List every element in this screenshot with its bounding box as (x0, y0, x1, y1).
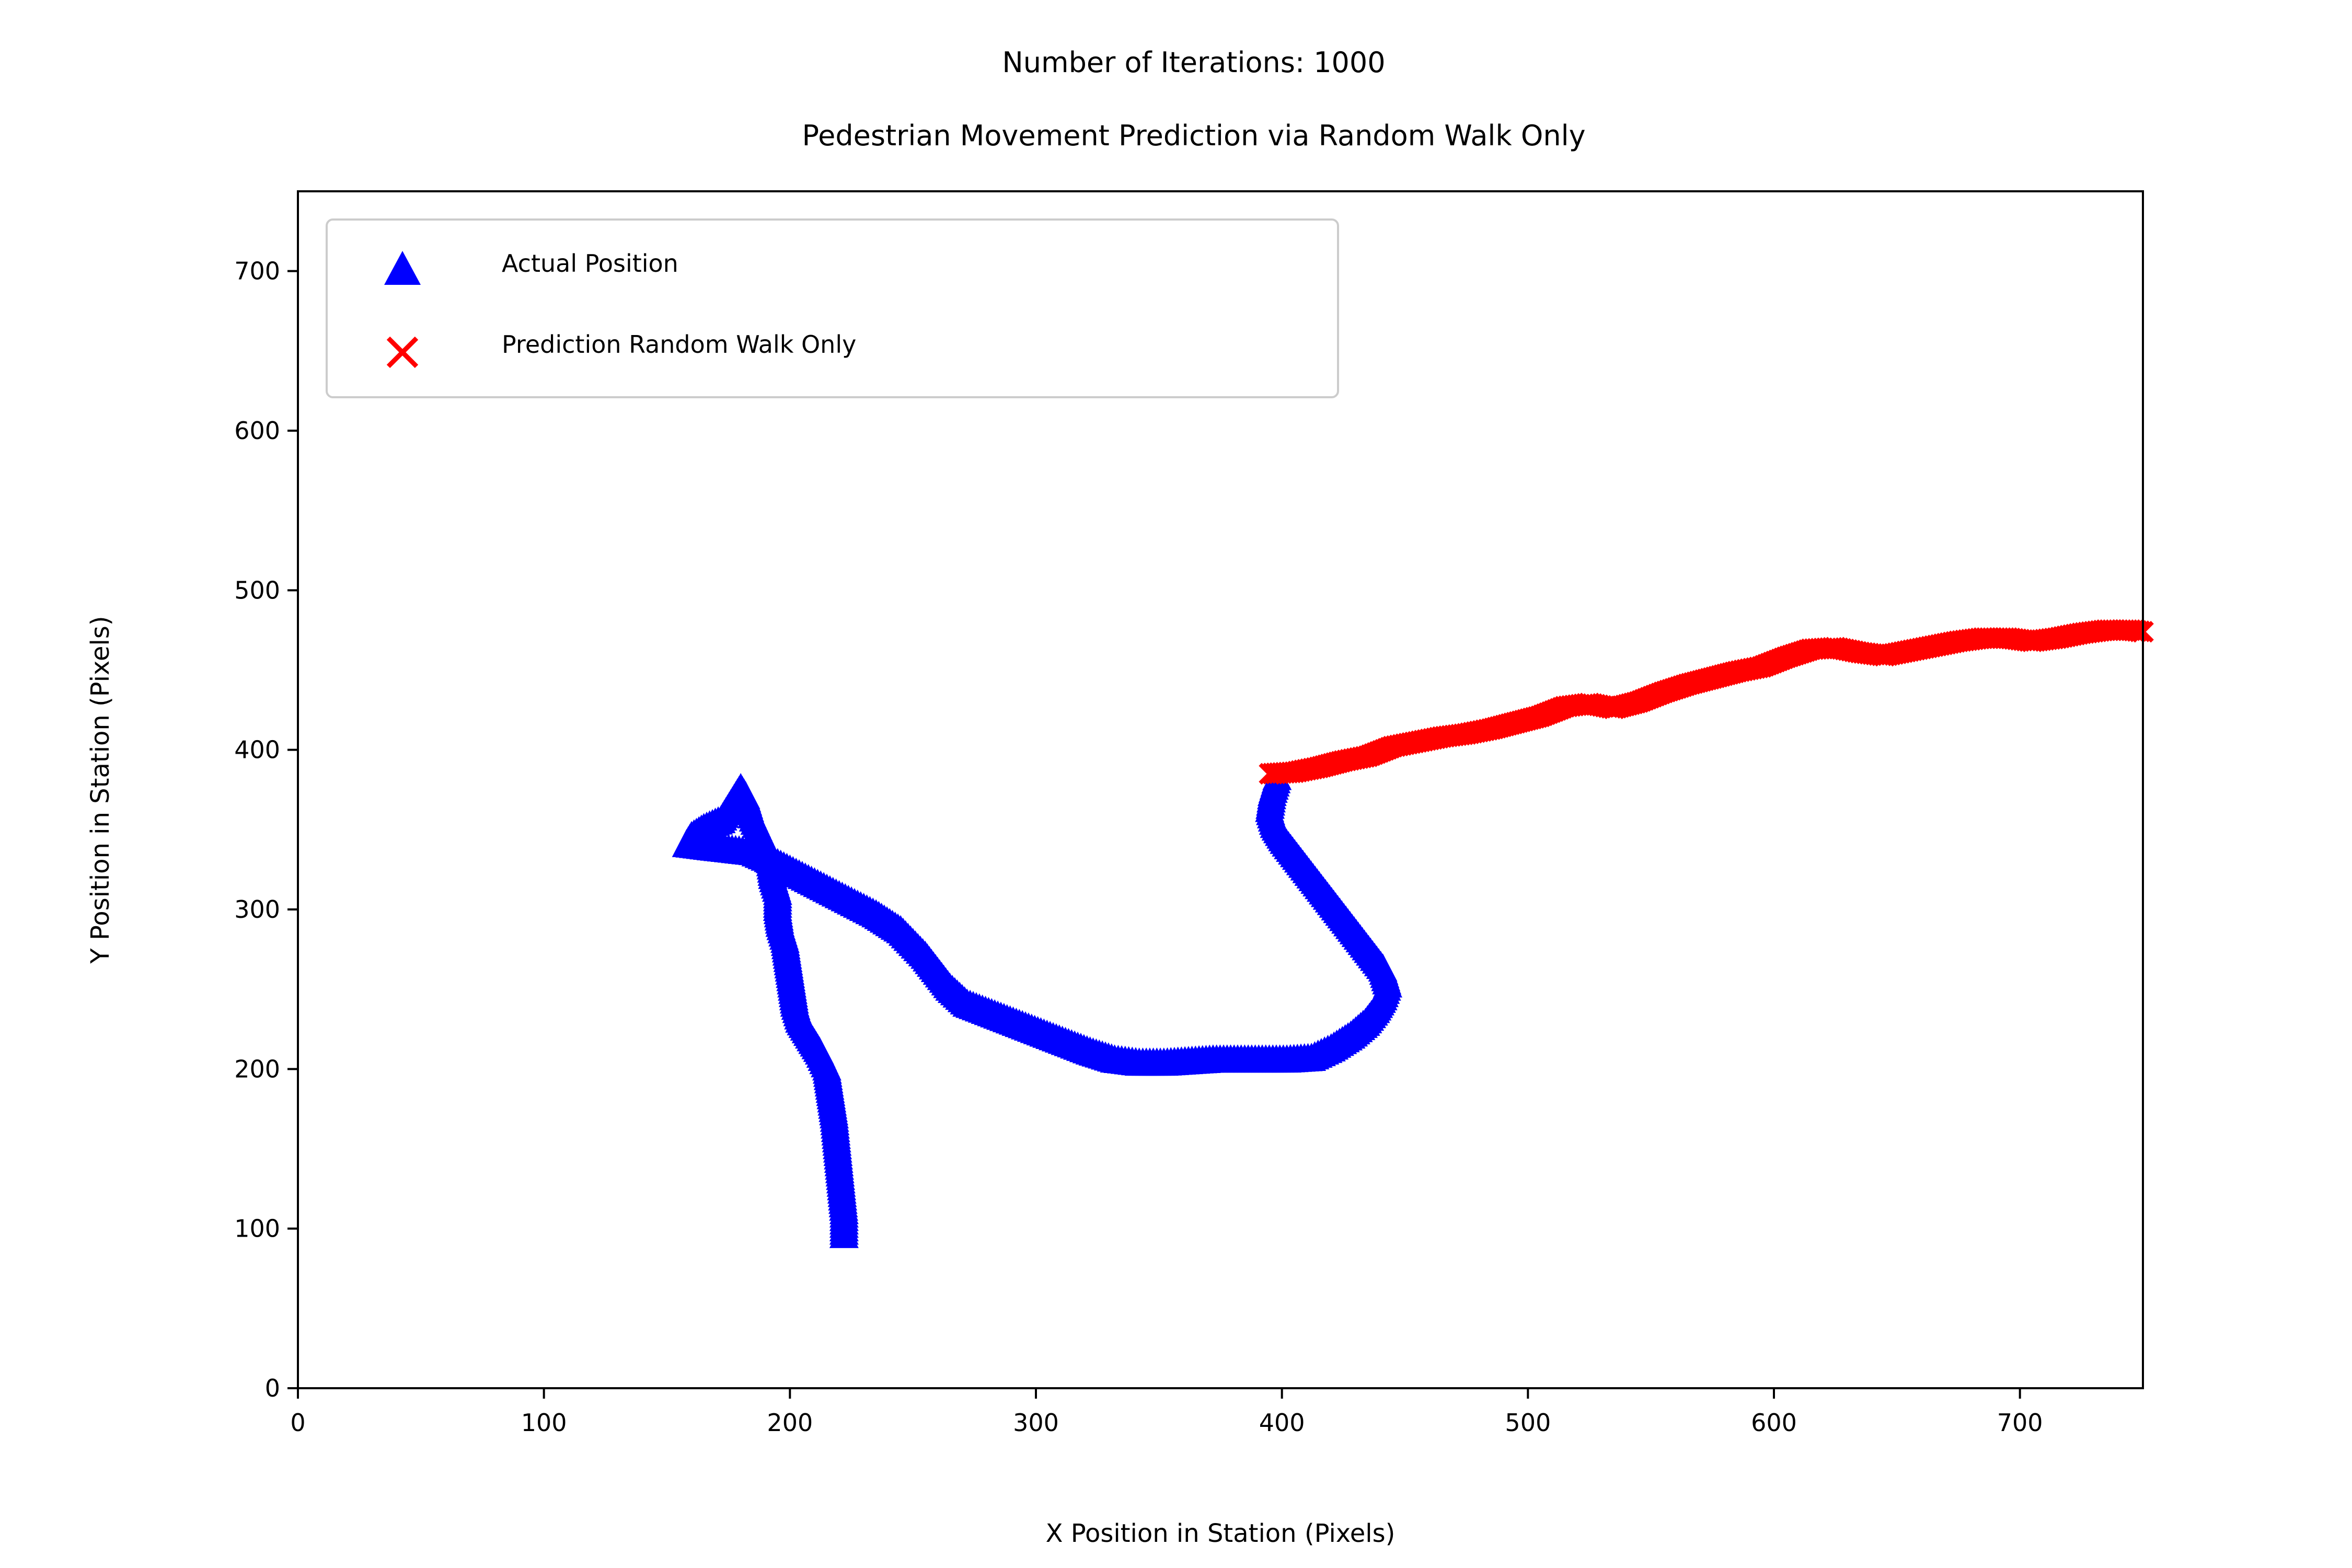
actual-position-series (672, 762, 1403, 1248)
x-tick-label: 600 (1751, 1409, 1797, 1437)
plot-frame (297, 190, 2144, 1389)
x-axis-ticks: 0 100 200 300 400 500 600 700 (290, 1388, 2043, 1437)
x-tick-label: 200 (767, 1409, 813, 1437)
y-axis-ticks: 0 100 200 300 400 500 600 700 (234, 257, 298, 1402)
y-axis-label: Y Position in Station (Pixels) (86, 616, 115, 964)
legend-label-actual: Actual Position (502, 249, 678, 278)
y-tick-label: 500 (234, 576, 280, 604)
chart-title: Number of Iterations: 1000 (1002, 46, 1385, 79)
y-tick-label: 300 (234, 895, 280, 924)
legend-box (326, 218, 1339, 398)
legend-x-icon (386, 336, 419, 368)
legend-triangle-icon (384, 251, 421, 285)
y-tick-label: 200 (234, 1055, 280, 1083)
x-tick-label: 700 (1997, 1409, 2043, 1437)
legend-label-prediction: Prediction Random Walk Only (502, 330, 856, 359)
y-tick-label: 0 (265, 1374, 280, 1402)
x-tick-label: 0 (290, 1409, 305, 1437)
x-tick-label: 500 (1505, 1409, 1551, 1437)
y-tick-label: 600 (234, 417, 280, 445)
x-tick-label: 100 (521, 1409, 567, 1437)
prediction-series (1259, 619, 2154, 785)
x-tick-label: 300 (1013, 1409, 1059, 1437)
chart-subtitle: Pedestrian Movement Prediction via Rando… (802, 119, 1585, 152)
x-axis-label: X Position in Station (Pixels) (1046, 1519, 1396, 1548)
x-tick-label: 400 (1259, 1409, 1305, 1437)
y-tick-label: 700 (234, 257, 280, 285)
y-tick-label: 100 (234, 1215, 280, 1243)
legend: Actual Position Prediction Random Walk O… (326, 218, 1339, 398)
y-tick-label: 400 (234, 736, 280, 764)
